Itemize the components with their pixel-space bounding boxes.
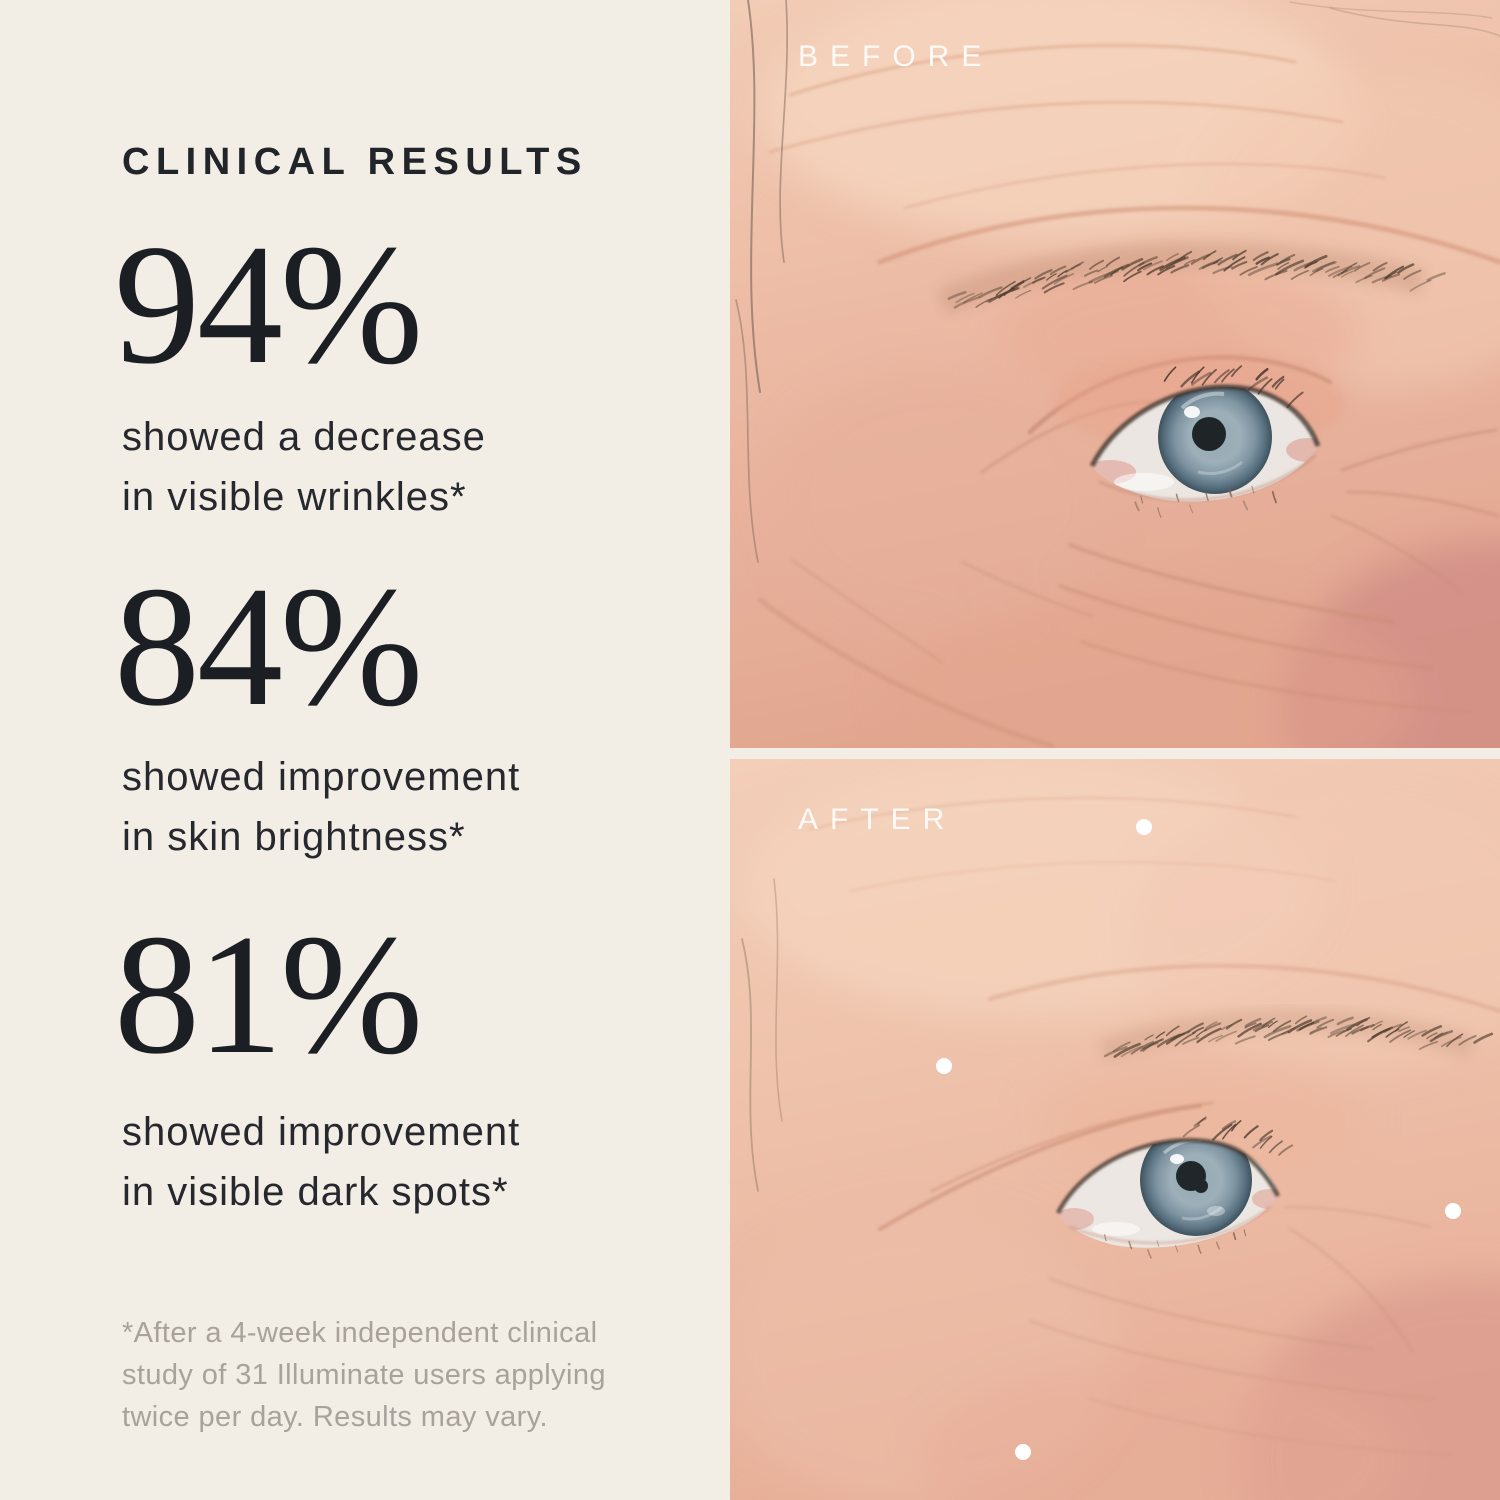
footnote-line: *After a 4-week independent clinical <box>122 1317 598 1349</box>
under-eye-wrinkles <box>757 428 1500 748</box>
stat-description-wrinkles: showed a decrease in visible wrinkles* <box>122 407 486 527</box>
eyebrow-shadow <box>936 241 1426 314</box>
stat-description-brightness: showed improvement in skin brightness* <box>122 747 520 867</box>
stat-description-line: in visible wrinkles* <box>122 475 467 519</box>
before-photo: BEFORE <box>730 0 1500 748</box>
skin-shading <box>760 0 1500 748</box>
stat-description-line: showed improvement <box>122 755 521 799</box>
marker-dot <box>936 1058 952 1074</box>
footnote: *After a 4-week independent clinical stud… <box>122 1312 606 1438</box>
hair-wisps <box>741 878 783 1192</box>
after-photo-illustration <box>730 759 1500 1500</box>
stat-value-wrinkles: 94% <box>114 210 423 400</box>
stat-description-line: in skin brightness* <box>122 815 466 859</box>
hair-wisps <box>735 0 1500 563</box>
after-photo: AFTER <box>730 759 1500 1500</box>
upper-lashes <box>1182 1116 1294 1156</box>
marker-dot <box>1015 1444 1031 1460</box>
lower-lashes <box>1134 485 1277 518</box>
stat-description-line: showed a decrease <box>122 415 486 459</box>
marker-dot <box>1445 1203 1461 1219</box>
marker-dots <box>936 819 1461 1460</box>
eyebrow <box>1103 1015 1494 1058</box>
page-title: CLINICAL RESULTS <box>122 141 588 183</box>
stats-panel: CLINICAL RESULTS 94% showed a decrease in… <box>0 0 730 1500</box>
stat-value-dark-spots: 81% <box>114 900 423 1090</box>
footnote-line: twice per day. Results may vary. <box>122 1401 548 1433</box>
eyebrow <box>947 249 1446 309</box>
forehead-wrinkles <box>808 796 1500 1231</box>
pupil <box>1192 417 1226 451</box>
before-photo-illustration <box>730 0 1500 748</box>
footnote-line: study of 31 Illuminate users applying <box>122 1359 606 1391</box>
stat-description-line: in visible dark spots* <box>122 1170 509 1214</box>
upper-lash-line <box>1089 384 1321 468</box>
upper-lashes <box>1163 365 1304 409</box>
marker-dot <box>1136 819 1152 835</box>
stat-value-brightness: 84% <box>114 552 423 742</box>
under-eye-lines <box>1028 1205 1452 1457</box>
stat-description-line: showed improvement <box>122 1110 521 1154</box>
skin-shading <box>730 759 1500 1500</box>
before-label: BEFORE <box>798 40 994 73</box>
upper-lash-line <box>1056 1137 1281 1215</box>
stat-description-dark-spots: showed improvement in visible dark spots* <box>122 1102 520 1222</box>
after-label: AFTER <box>798 803 957 836</box>
